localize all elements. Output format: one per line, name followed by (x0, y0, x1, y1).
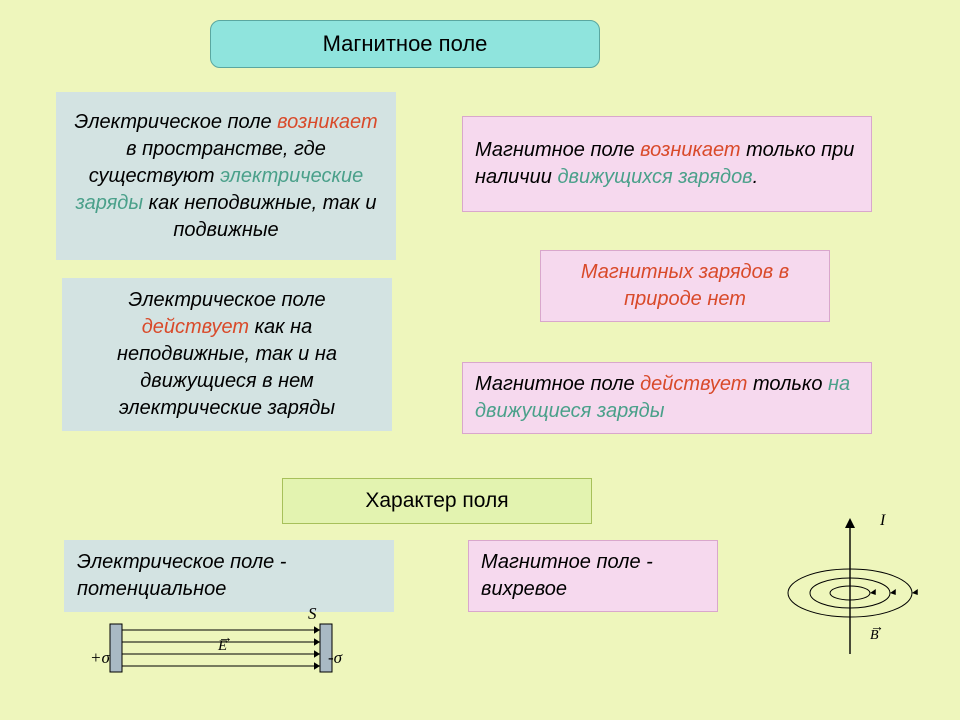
title-text: Магнитное поле (323, 29, 488, 59)
text-run: . (753, 166, 759, 188)
text-run: как неподвижные, так и подвижные (143, 192, 376, 241)
text-run: Магнитное поле (475, 373, 640, 395)
magnetic-box-1: Магнитное поле возникает только при нали… (462, 116, 872, 212)
text-run: возникает (640, 139, 740, 161)
electric-box-3: Электрическое поле - потенциальное (64, 540, 394, 612)
magnetic-box-2: Магнитных зарядов в природе нет (540, 250, 830, 322)
text-run: Электрическое поле (128, 289, 325, 311)
text-run: Магнитное поле - вихревое (481, 551, 653, 600)
text-run: только (747, 373, 828, 395)
electric-box-1: Электрическое поле возникает в пространс… (56, 92, 396, 260)
label-I: I (880, 512, 885, 530)
vortex-diagram: I B→ (770, 512, 930, 662)
magnetic-box-3: Магнитное поле действует только на движу… (462, 362, 872, 434)
label-plus-sigma: +σ (90, 648, 110, 668)
subtitle-text: Характер поля (365, 487, 508, 515)
magnetic-box-4: Магнитное поле - вихревое (468, 540, 718, 612)
vortex-svg (770, 512, 930, 662)
capacitor-diagram: +σ -σ S E→ (100, 610, 360, 690)
text-run: движущихся зарядов (557, 166, 752, 188)
capacitor-svg (100, 610, 360, 690)
label-minus-sigma: -σ (328, 648, 342, 668)
text-run: Электрическое поле - потенциальное (77, 551, 286, 600)
label-E-vector: E→ (218, 638, 227, 655)
text-run: Магнитных зарядов в природе нет (581, 261, 789, 310)
text-run: Магнитное поле (475, 139, 640, 161)
text-run: возникает (277, 111, 377, 133)
subtitle-box: Характер поля (282, 478, 592, 524)
text-run: действует (142, 316, 249, 338)
text-run: Электрическое поле (74, 111, 277, 133)
electric-box-2: Электрическое поле действует как на непо… (62, 278, 392, 431)
label-B-vector: B→ (870, 628, 879, 644)
label-S: S (308, 604, 317, 624)
title-box: Магнитное поле (210, 20, 600, 68)
text-run: действует (640, 373, 747, 395)
